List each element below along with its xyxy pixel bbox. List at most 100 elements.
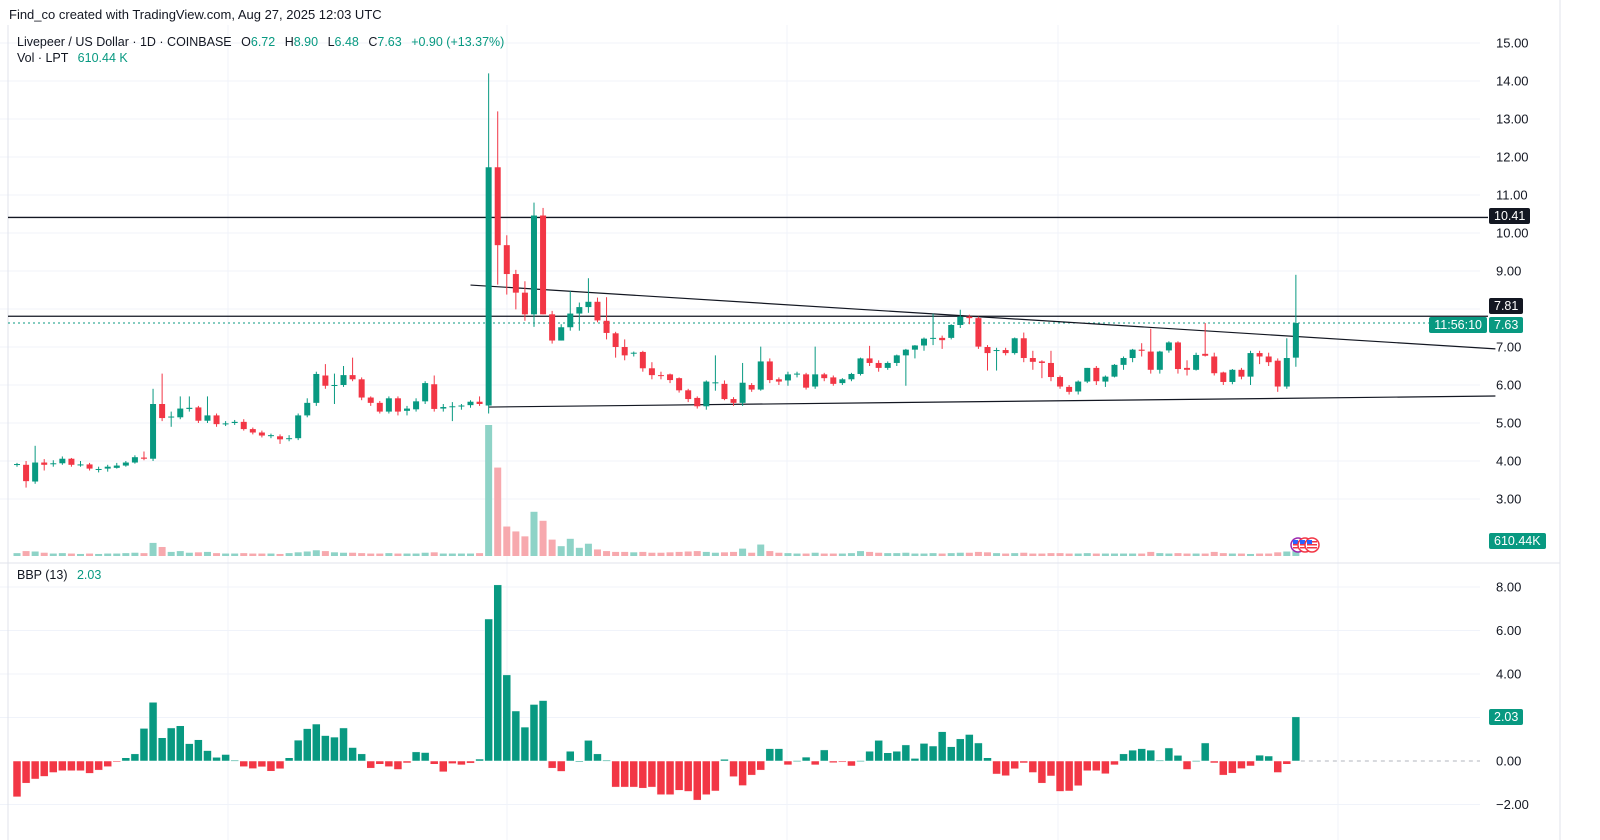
volume-bar: [367, 553, 375, 556]
bbp-bar: [910, 758, 920, 762]
symbol-legend[interactable]: Livepeer / US Dollar · 1D · COINBASE O6.…: [17, 35, 504, 50]
bbp-bar: [348, 747, 357, 762]
candle-body: [875, 362, 882, 368]
bbp-bar: [965, 734, 974, 762]
bbp-bar: [266, 760, 276, 772]
bbp-bar: [275, 760, 285, 770]
bbp-bar: [838, 760, 847, 763]
candle-body: [1274, 360, 1281, 387]
bbp-bar: [375, 760, 385, 765]
candle-body: [639, 351, 646, 369]
candle-body: [267, 435, 274, 437]
candle-body: [204, 415, 211, 421]
candle-body: [231, 421, 238, 423]
bbp-bar: [1001, 760, 1010, 777]
volume-bar: [1120, 553, 1128, 556]
volume-bar: [403, 553, 411, 556]
candle-body: [857, 358, 864, 374]
volume-bar: [58, 553, 66, 556]
bbp-bar: [366, 760, 375, 769]
volume-bar: [240, 553, 248, 556]
bbp-bar: [956, 738, 965, 762]
volume-bar: [584, 543, 592, 556]
bbp-bar: [783, 760, 793, 766]
candle-body: [413, 401, 420, 410]
candle-body: [177, 408, 184, 418]
high-value: 8.90: [293, 35, 319, 49]
bbp-bar: [1064, 760, 1074, 792]
candle-body: [1038, 361, 1045, 363]
close-label: C: [368, 35, 378, 49]
high-label: H: [284, 35, 294, 49]
bbp-bar: [538, 700, 548, 762]
bbp-bar: [511, 710, 521, 762]
volume-bar: [566, 538, 574, 556]
candles: [14, 73, 1299, 488]
candle-body: [195, 407, 202, 421]
volume-bar: [448, 553, 456, 556]
bbp-bar: [937, 731, 947, 762]
bbp-bar: [1083, 760, 1092, 772]
candle-body: [839, 379, 846, 384]
bbp-bar: [620, 760, 629, 788]
bbp-bar: [901, 744, 911, 762]
candle-body: [558, 327, 565, 341]
open-value: 6.72: [250, 35, 276, 49]
volume-bar: [929, 553, 937, 556]
bbp-bar: [983, 757, 992, 762]
bbp-bar: [1246, 760, 1255, 767]
candle-body: [530, 215, 537, 315]
bbp-bar: [992, 760, 1001, 775]
resistance-price-tag: 10.41: [1489, 208, 1531, 224]
volume-bar: [956, 552, 964, 556]
bbp-bar: [829, 760, 838, 763]
bbp-bar: [638, 760, 648, 789]
volume-bar: [1192, 553, 1200, 556]
candle-body: [975, 318, 982, 347]
volume-bar: [349, 552, 357, 556]
volume-legend[interactable]: Vol · LPT 610.44 K: [17, 51, 128, 66]
volume-bar: [1265, 553, 1273, 556]
bbp-bar: [556, 760, 566, 772]
candle-body: [993, 350, 1000, 352]
volume-bar: [983, 552, 991, 556]
candle-body: [703, 381, 710, 407]
volume-bar: [321, 551, 329, 556]
candle-body: [404, 408, 411, 411]
bbp-bar: [21, 760, 31, 784]
candle-body: [240, 421, 247, 430]
volume-bar: [993, 553, 1001, 556]
volume-bar: [76, 553, 84, 556]
volume-bar: [884, 553, 892, 556]
candle-body: [784, 374, 791, 381]
volume-bar: [603, 551, 611, 556]
volume-bar: [67, 553, 75, 556]
volume-bar: [784, 553, 792, 556]
candle-body: [95, 468, 102, 470]
bbp-bar: [185, 743, 194, 762]
candle-body: [540, 215, 547, 315]
bbp-histogram: [12, 584, 1480, 801]
bbp-bar: [883, 752, 892, 762]
candle-body: [1011, 338, 1018, 354]
bbp-bar: [457, 760, 466, 766]
bbp-tick-label: 6.00: [1496, 623, 1521, 638]
close-value: 7.63: [377, 35, 402, 49]
trendline: [488, 395, 1496, 408]
volume-bar: [1056, 553, 1064, 556]
volume-bar: [340, 552, 348, 556]
candle-body: [494, 167, 501, 246]
candle-body: [1193, 354, 1200, 370]
bbp-bar: [792, 760, 802, 762]
bbp-bar: [139, 728, 149, 762]
volume-bar: [1228, 553, 1236, 556]
volume-bar: [358, 553, 366, 556]
candle-body: [358, 379, 365, 398]
bbp-legend[interactable]: BBP (13) 2.03: [17, 568, 101, 583]
price-tick-label: 4.00: [1496, 454, 1521, 469]
volume-bar: [1165, 553, 1173, 556]
volume-bar: [503, 526, 511, 556]
candle-body: [893, 355, 900, 363]
volume-bar: [811, 552, 819, 556]
